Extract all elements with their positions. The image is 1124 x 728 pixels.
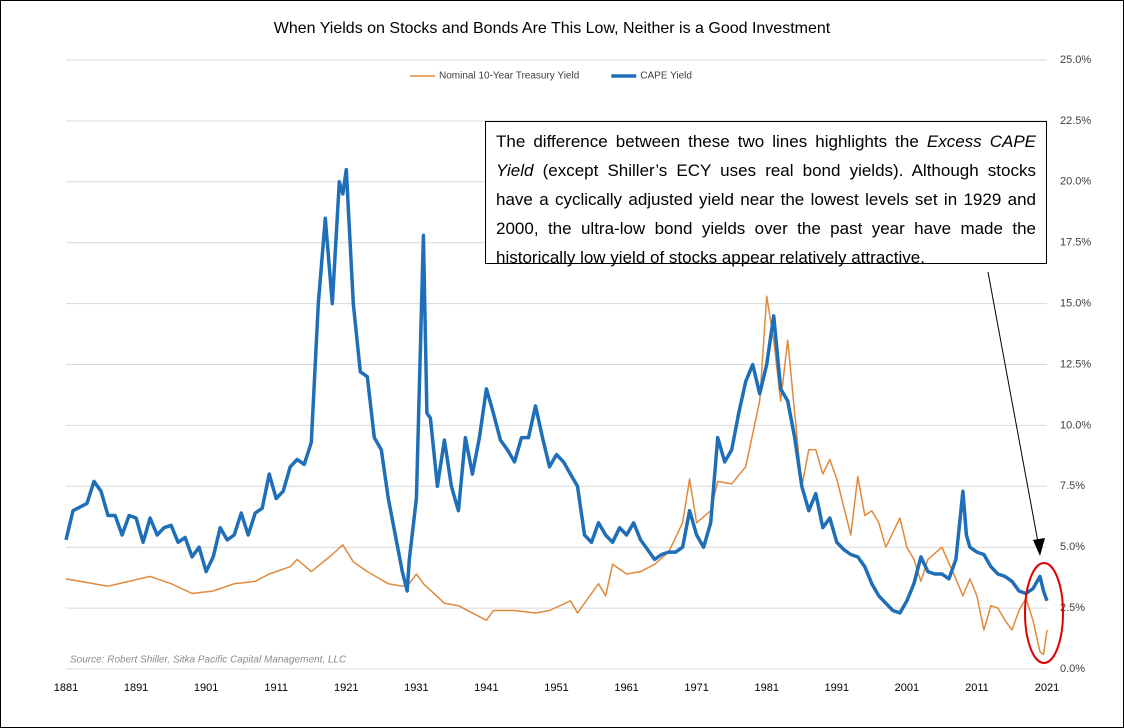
highlight-ellipse [1024, 562, 1064, 664]
y-tick-label: 7.5% [1060, 480, 1085, 492]
x-tick-label: 1911 [264, 682, 288, 694]
x-tick-label: 2021 [1035, 682, 1059, 694]
series-line [64, 167, 1049, 615]
annotation-text: (except Shiller’s ECY uses real bond yie… [496, 161, 1036, 267]
x-tick-label: 1961 [614, 682, 638, 694]
y-tick-label: 25.0% [1060, 54, 1091, 66]
x-tick-label: 2001 [895, 682, 919, 694]
y-tick-label: 20.0% [1060, 176, 1091, 188]
annotation: The difference between these two lines h… [485, 121, 1047, 267]
x-tick-label: 2011 [965, 682, 989, 694]
plot: 0.0% 2.5% 5.0% 7.5% 10.0% 12.5% 15.0% 17.5% 20.0… [54, 54, 1092, 694]
x-tick-label: 1941 [474, 682, 498, 694]
y-tick-label: 17.5% [1060, 237, 1091, 249]
y-tick-label: 5.0% [1060, 541, 1085, 553]
y-tick-label: 12.5% [1060, 358, 1091, 370]
x-tick-label: 1951 [544, 682, 568, 694]
annotation-emphasis: Excess CAPE Yield [496, 132, 1037, 180]
y-tick-label: 22.5% [1060, 115, 1091, 127]
chart-title: When Yields on Stocks and Bonds Are This… [274, 20, 831, 37]
legend-label: Nominal 10-Year Treasury Yield [439, 71, 579, 82]
y-tick-label: 2.5% [1060, 602, 1085, 614]
x-tick-label: 1971 [684, 682, 708, 694]
x-tick-label: 1931 [404, 682, 428, 694]
x-tick-label: 1881 [54, 682, 78, 694]
x-tick-label: 1891 [124, 682, 148, 694]
x-tick-label: 1901 [194, 682, 218, 694]
arrow-head [1033, 538, 1045, 556]
arrow-line [987, 271, 1041, 554]
x-tick-label: 1981 [754, 682, 778, 694]
legend-label: CAPE Yield [640, 71, 692, 82]
annotation-text: The difference between these two lines h… [496, 132, 927, 151]
source: Source: Robert Shiller, Sitka Pacific Ca… [70, 655, 347, 666]
x-tick-label: 1921 [334, 682, 358, 694]
y-tick-label: 10.0% [1060, 419, 1091, 431]
x-tick-label: 1991 [825, 682, 849, 694]
y-tick-label: 15.0% [1060, 298, 1091, 310]
y-tick-label: 0.0% [1060, 663, 1085, 675]
